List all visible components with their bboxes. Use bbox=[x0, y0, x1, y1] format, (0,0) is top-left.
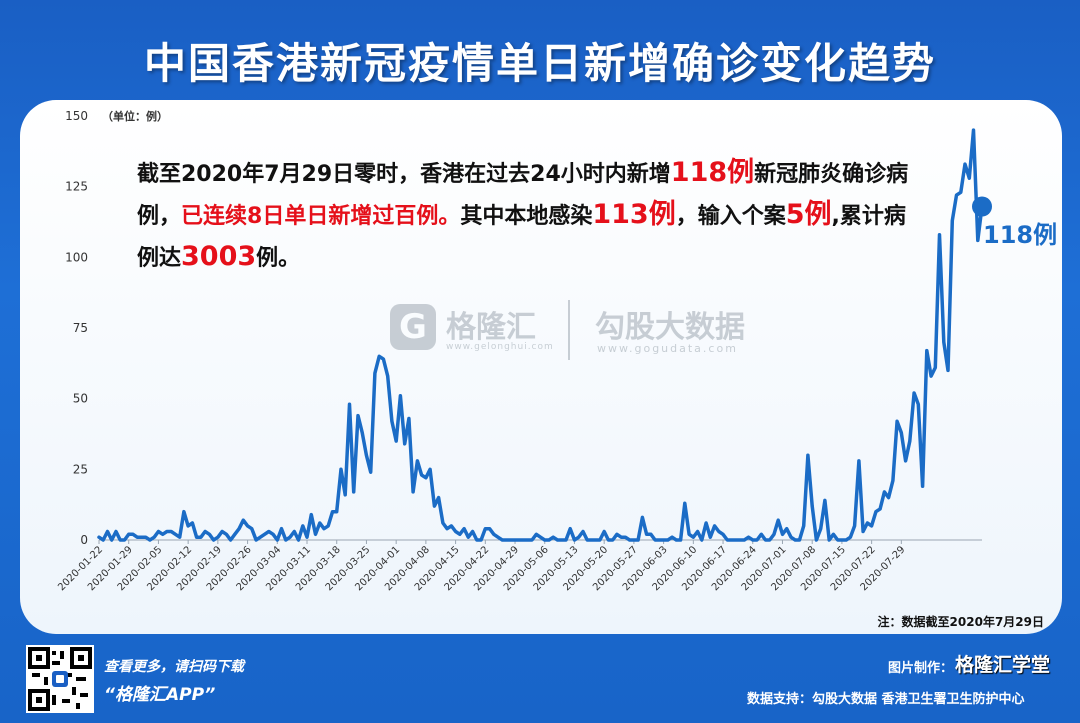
watermark-site-gelonghui: www.gelonghui.com bbox=[446, 342, 554, 352]
annotation-text-1: 截至2020年7月29日零时，香港在过去24小时内新增 bbox=[137, 162, 671, 187]
line-chart: 0 25 50 75 100 125 150 2020-01-222020-01-29202… bbox=[56, 109, 992, 593]
scan-prompt: 查看更多，请扫码下载 bbox=[104, 659, 244, 675]
watermark-brand-gogudata: 勾股大数据 bbox=[595, 310, 745, 345]
y-axis-unit-label: （单位：例） bbox=[102, 109, 168, 123]
annotation-text-2: 新冠肺炎确诊病例， bbox=[137, 162, 909, 229]
y-tick-label: 75 bbox=[73, 321, 88, 335]
annotation-highlight-streak: 已连续8日单日新增过百例。 bbox=[181, 204, 461, 229]
data-note: 注：数据截至2020年7月29日 bbox=[877, 615, 1044, 629]
watermark-site-gogudata: www.gogudata.com bbox=[597, 342, 738, 355]
data-support: 数据支持：勾股大数据 香港卫生署卫生防护中心 bbox=[747, 692, 1025, 707]
annotation-text-4: ，输入个案 bbox=[675, 204, 786, 229]
annotation-highlight-imported: 5例 bbox=[785, 199, 832, 230]
y-tick-label: 125 bbox=[65, 180, 88, 194]
series-group bbox=[97, 128, 992, 542]
watermark-divider bbox=[568, 300, 570, 360]
annotation-text-6: 例。 bbox=[256, 246, 301, 271]
y-axis: 0 25 50 75 100 125 150 bbox=[65, 109, 88, 547]
series-line bbox=[97, 128, 984, 542]
annotation-highlight-local: 113例 bbox=[592, 199, 676, 230]
qr-code-icon bbox=[28, 647, 92, 711]
annotation-highlight-new-cases: 118例 bbox=[670, 157, 755, 188]
watermark: G 格隆汇 www.gelonghui.com 勾股大数据 www.goguda… bbox=[390, 300, 770, 362]
gelonghui-logo-icon: G bbox=[390, 304, 436, 350]
gelonghui-academy-logo: 格隆汇学堂 bbox=[955, 654, 1051, 676]
page-title: 中国香港新冠疫情单日新增确诊变化趋势 bbox=[143, 39, 936, 88]
y-tick-label: 25 bbox=[73, 462, 88, 476]
last-data-point bbox=[972, 196, 992, 217]
annotation-highlight-total: 3003 bbox=[181, 241, 257, 272]
y-tick-label: 100 bbox=[65, 250, 88, 264]
y-tick-label: 150 bbox=[65, 109, 88, 123]
y-tick-label: 50 bbox=[73, 392, 88, 406]
made-by-label: 图片制作： bbox=[888, 661, 954, 676]
chart-annotation: 截至2020年7月29日零时，香港在过去24小时内新增118例新冠肺炎确诊病例，… bbox=[137, 153, 917, 279]
annotation-text-3: 其中本地感染 bbox=[460, 204, 593, 229]
qr-code[interactable] bbox=[26, 645, 94, 713]
chart-card bbox=[20, 100, 1062, 634]
y-tick-label: 0 bbox=[80, 533, 88, 547]
last-value-label: 118例 bbox=[983, 221, 1058, 249]
annotation-text-5: ,累计病例达 bbox=[137, 204, 906, 271]
watermark-brand-gelonghui: 格隆汇 bbox=[446, 310, 536, 345]
app-name: “格隆汇APP” bbox=[104, 685, 216, 705]
x-axis: 2020-01-222020-01-292020-02-052020-02-12… bbox=[56, 539, 982, 593]
